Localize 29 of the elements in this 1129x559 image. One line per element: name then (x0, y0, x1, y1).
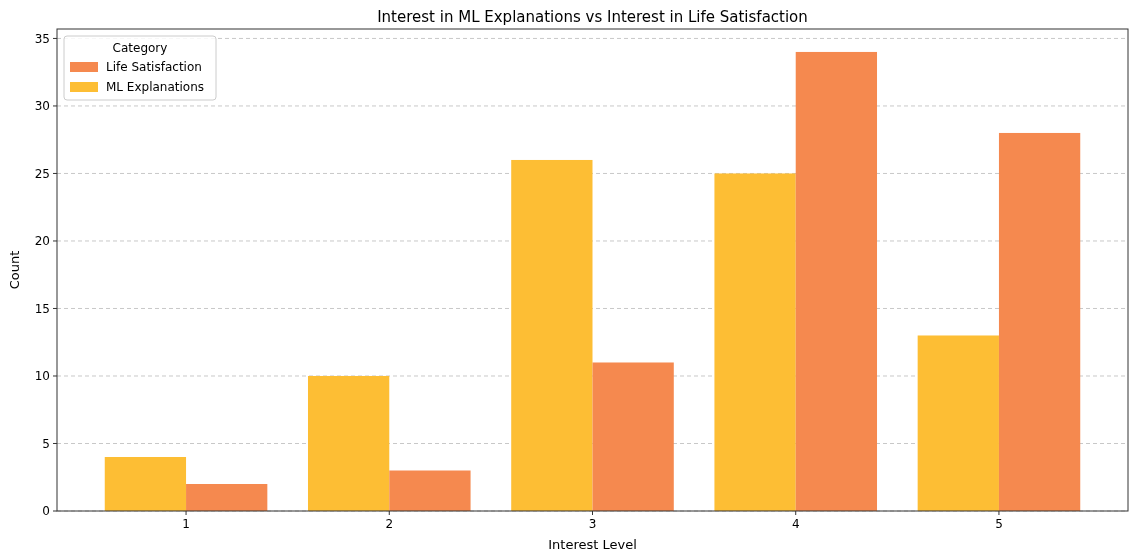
bar (795, 51, 878, 511)
y-tick-label: 30 (34, 99, 50, 114)
y-tick-label: 0 (42, 504, 50, 519)
bar (186, 484, 268, 511)
bar (511, 159, 593, 511)
x-tick-label: 3 (588, 517, 597, 531)
chart-title: Interest in ML Explanations vs Interest in Life Satisfaction (377, 8, 808, 26)
bar (917, 335, 999, 511)
y-tick-label: 25 (34, 166, 50, 181)
x-tick-label: 1 (182, 517, 190, 531)
y-tick-label: 10 (34, 369, 50, 384)
x-tick-label: 5 (995, 517, 1003, 531)
y-tick-label: 5 (42, 436, 50, 451)
legend-title: Category (112, 41, 168, 55)
y-tick-label: 15 (34, 301, 50, 316)
bar (104, 456, 187, 511)
y-tick-label: 20 (34, 234, 50, 249)
x-tick-label: 2 (385, 517, 394, 531)
bar (998, 132, 1081, 511)
x-tick-label: 4 (791, 517, 800, 531)
bar (389, 470, 471, 511)
x-axis-title: Interest Level (548, 537, 637, 552)
bar (592, 362, 674, 511)
y-axis-title: Count (7, 250, 22, 290)
bar (307, 375, 390, 511)
legend-label: Life Satisfaction (106, 60, 202, 74)
legend-label: ML Explanations (106, 80, 205, 94)
y-tick-label: 35 (34, 31, 50, 46)
bar (714, 173, 796, 511)
